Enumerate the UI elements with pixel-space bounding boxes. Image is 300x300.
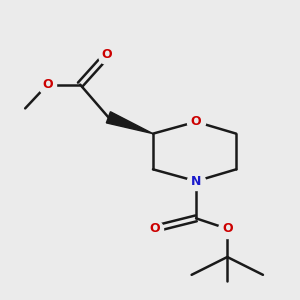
Text: O: O [42, 78, 53, 91]
Text: N: N [191, 175, 201, 188]
Text: O: O [102, 48, 112, 62]
Text: O: O [191, 115, 201, 128]
Polygon shape [106, 112, 153, 134]
Text: O: O [149, 222, 160, 235]
Text: O: O [222, 222, 232, 235]
